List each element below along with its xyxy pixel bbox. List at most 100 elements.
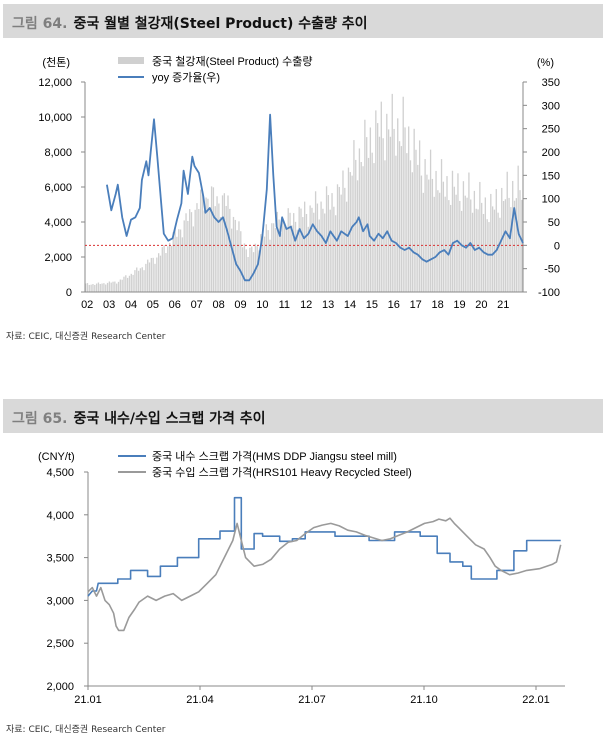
export-bar <box>417 164 419 292</box>
chart2-legend: 중국 내수 스크랩 가격(HMS DDP Jiangsu steel mill)… <box>118 450 412 479</box>
export-bar <box>320 201 322 292</box>
x-tick-label: 19 <box>453 299 465 311</box>
export-bar <box>486 219 488 292</box>
export-bar <box>116 283 118 292</box>
figure-65-title-bar: 그림 65. 중국 내수/수입 스크랩 가격 추이 <box>3 399 603 433</box>
export-bar <box>108 281 111 292</box>
domestic-scrap-price-line <box>87 496 561 597</box>
export-bar <box>209 208 211 292</box>
export-bar <box>413 128 415 292</box>
export-bar <box>234 219 236 292</box>
export-bar <box>161 247 163 292</box>
export-bar <box>506 171 508 292</box>
x-tick-label: 03 <box>103 299 115 311</box>
export-bar <box>243 243 246 292</box>
right-tick-label: 200 <box>542 147 560 159</box>
export-bar <box>342 170 344 292</box>
export-bar <box>225 205 227 292</box>
figure-64-title: 그림 64. 중국 월별 철강재(Steel Product) 수출량 추이 <box>12 13 368 33</box>
export-bar <box>210 186 213 292</box>
export-bar <box>95 283 98 292</box>
export-bar <box>322 208 324 292</box>
right-tick-label: 250 <box>542 124 560 136</box>
export-bar <box>422 192 424 292</box>
export-bar <box>353 140 355 292</box>
export-bar <box>313 212 315 292</box>
export-bar <box>99 283 101 292</box>
export-bar <box>433 196 435 292</box>
export-bar <box>192 226 194 292</box>
export-bar <box>245 249 247 292</box>
export-bar <box>437 190 439 292</box>
export-bar <box>340 194 342 292</box>
x-tick-label: 07 <box>191 299 203 311</box>
export-bar <box>446 176 448 292</box>
export-bar <box>491 206 494 292</box>
left-tick-label: 4,000 <box>44 217 72 229</box>
export-bar <box>221 195 224 292</box>
x-tick-label: 11 <box>279 299 290 311</box>
x-tick-label: 18 <box>431 299 443 311</box>
export-bar <box>431 178 434 292</box>
y-tick-label: 4,500 <box>46 467 74 479</box>
export-bar <box>143 270 145 292</box>
export-bar <box>366 137 368 292</box>
export-bar <box>145 263 147 292</box>
export-bar <box>418 140 421 292</box>
x-tick-label: 21.01 <box>74 694 102 706</box>
export-bar <box>429 149 432 292</box>
export-bar <box>384 160 386 292</box>
x-tick-label: 22.01 <box>522 694 550 706</box>
export-bar <box>316 203 319 292</box>
export-bar <box>214 206 216 292</box>
figure-64-number: 그림 64. <box>12 16 68 32</box>
export-bar <box>272 223 275 292</box>
export-bar <box>190 212 193 292</box>
export-bar <box>291 225 293 292</box>
export-bar <box>371 152 373 292</box>
export-bar <box>373 163 375 292</box>
right-tick-label: 50 <box>548 217 560 229</box>
export-bar <box>274 228 277 292</box>
export-bar <box>105 284 107 292</box>
export-bar <box>194 209 196 292</box>
x-tick-label: 02 <box>81 299 93 311</box>
export-bar <box>398 141 401 292</box>
figure-64-title-text: 중국 월별 철강재(Steel Product) 수출량 추이 <box>73 16 368 32</box>
export-bar <box>260 234 262 292</box>
export-bar <box>147 259 149 292</box>
export-bar <box>282 220 284 292</box>
export-bar <box>477 209 479 292</box>
export-bar <box>167 246 169 292</box>
export-bar <box>110 282 112 292</box>
export-bar <box>309 205 311 292</box>
export-bar <box>97 282 100 292</box>
export-bar <box>276 211 278 292</box>
left-tick-label: 12,000 <box>38 77 72 89</box>
export-bar <box>251 246 253 292</box>
export-bar <box>448 200 450 292</box>
export-bar <box>185 213 187 292</box>
export-bar <box>333 206 335 292</box>
export-bar <box>101 283 103 292</box>
export-bar <box>397 118 399 292</box>
export-bar <box>207 198 209 292</box>
export-bar <box>150 257 153 292</box>
export-bar <box>179 229 182 292</box>
figure-65-source: 자료: CEIC, 대신증권 Research Center <box>6 725 166 735</box>
export-bar <box>468 172 470 292</box>
export-bar <box>324 213 326 292</box>
export-bar <box>375 110 377 292</box>
export-bar <box>287 208 289 292</box>
export-bar <box>86 283 89 292</box>
export-bar <box>435 170 437 292</box>
figure-65-title-text: 중국 내수/수입 스크랩 가격 추이 <box>73 411 266 427</box>
x-tick-label: 21.10 <box>410 694 438 706</box>
y-tick-label: 4,000 <box>46 510 74 522</box>
export-bar <box>229 208 231 292</box>
export-bar <box>121 279 123 292</box>
export-bar <box>294 221 297 292</box>
figure-64-source: 자료: CEIC, 대신증권 Research Center <box>6 332 166 342</box>
export-bar <box>513 200 516 292</box>
export-bar <box>318 219 320 292</box>
